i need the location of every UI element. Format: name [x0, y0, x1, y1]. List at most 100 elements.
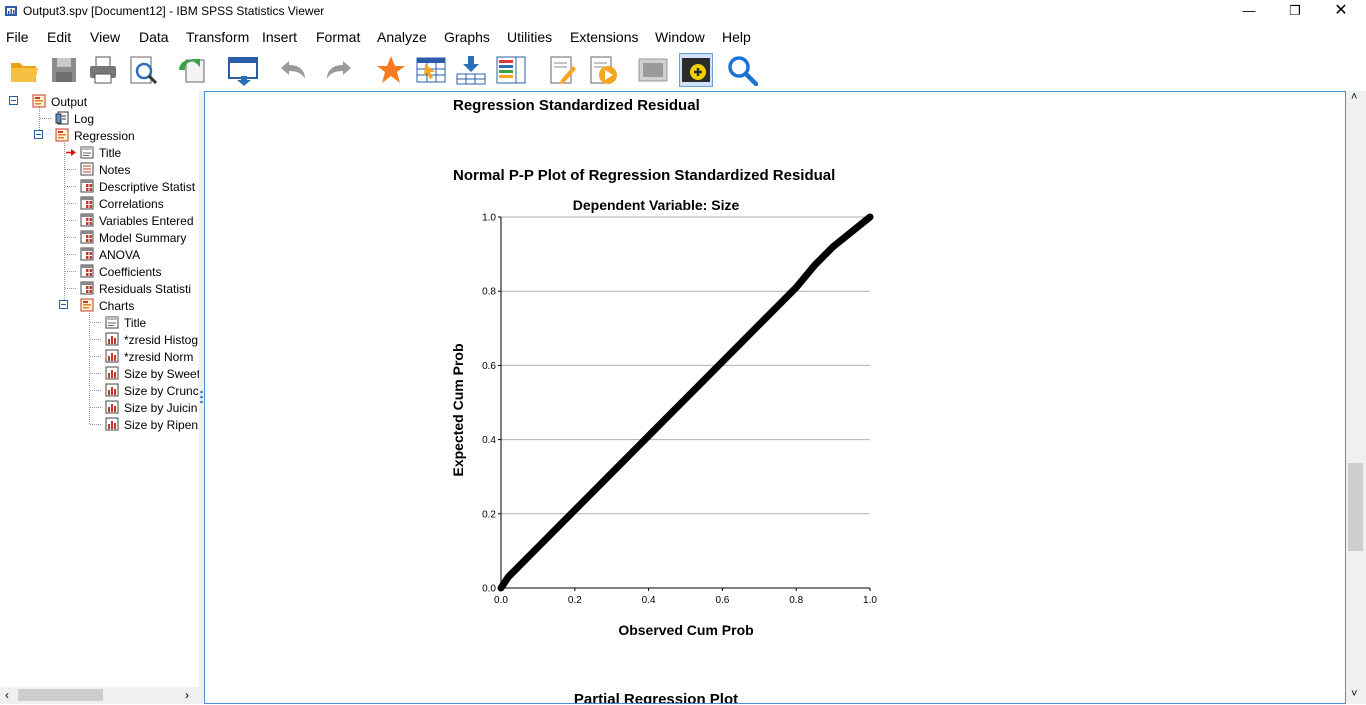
star-icon[interactable] [375, 54, 407, 86]
tree-node-label: *zresid Histog [124, 333, 199, 347]
scroll-up-arrow-icon[interactable]: ˄ [1351, 91, 1358, 103]
scroll-right-arrow-icon[interactable]: › [185, 688, 189, 702]
x-tick-label: 0.6 [715, 595, 729, 606]
y-tick-label: 0.4 [482, 435, 496, 446]
y-tick-labels: 0.0 0.2 0.4 0.6 0.8 1.0 [482, 213, 501, 595]
tree-node-label: Correlations [99, 197, 164, 211]
menu-help[interactable]: Help [722, 29, 751, 45]
book-icon [80, 298, 94, 312]
tree-node-label: Charts [99, 299, 135, 313]
output-content-pane: Regression Standardized Residual Normal … [204, 91, 1346, 704]
y-tick-label: 0.6 [482, 361, 496, 372]
create-edit-icon[interactable] [547, 54, 579, 86]
hide-icon[interactable] [637, 54, 669, 86]
table-icon [80, 264, 94, 278]
tree-node-label: ANOVA [99, 248, 141, 262]
redo-icon[interactable] [323, 54, 355, 86]
y-tick-label: 1.0 [482, 213, 496, 224]
menu-bar: File Edit View Data Transform Insert For… [0, 26, 1366, 48]
chart-axes [500, 217, 870, 589]
run-script-icon[interactable] [587, 54, 619, 86]
chart-title: Normal P-P Plot of Regression Standardiz… [453, 167, 835, 184]
tree-node-label: Title [124, 316, 147, 330]
tree-node-label: Residuals Statisti [99, 282, 192, 296]
menu-transform[interactable]: Transform [186, 29, 250, 45]
content-vertical-scrollbar[interactable]: ˄ ˅ [1346, 91, 1366, 704]
tree-node-label: Log [74, 112, 95, 126]
notes-icon [80, 162, 94, 176]
collapse-toggles [9, 96, 68, 309]
table-icon [80, 213, 94, 227]
tree-node-label: Size by Ripen [124, 418, 199, 432]
tree-node-label: Size by Sweet [124, 367, 199, 381]
chart-icon [105, 332, 119, 346]
restore-button[interactable]: ❐ [1289, 3, 1301, 18]
menu-analyze[interactable]: Analyze [377, 29, 427, 45]
menu-format[interactable]: Format [316, 29, 361, 45]
tree-node-label: Model Summary [99, 231, 187, 245]
pp-plot-chart: Regression Standardized Residual Normal … [450, 97, 877, 703]
x-tick-labels: 0.0 0.2 0.4 0.6 0.8 1.0 [494, 588, 877, 606]
select-table-icon[interactable] [415, 54, 447, 86]
insert-case-icon[interactable] [455, 54, 487, 86]
goto-data-icon[interactable] [227, 54, 259, 86]
print-icon[interactable] [87, 54, 119, 86]
x-tick-label: 0.4 [642, 595, 656, 606]
tree-node-label: Notes [99, 163, 131, 177]
toolbar [0, 50, 1366, 90]
spss-app-icon [5, 6, 17, 16]
table-icon [80, 179, 94, 193]
pane-splitter[interactable] [199, 91, 204, 704]
tree-node-label: Coefficients [99, 265, 162, 279]
y-tick-label: 0.0 [482, 584, 496, 595]
tree-node-label: Size by Juicin [124, 401, 198, 415]
menu-utilities[interactable]: Utilities [507, 29, 553, 45]
outline-pane: Output Log Regression Title Notes Descriptive… [0, 91, 199, 687]
variables-icon[interactable] [495, 54, 527, 86]
bottom-heading: Partial Regression Plot [574, 691, 738, 703]
title-icon [105, 316, 119, 329]
chart-gridlines [501, 216, 870, 515]
tree-node-label: Title [99, 146, 122, 160]
save-icon[interactable] [48, 54, 80, 86]
menu-graphs[interactable]: Graphs [444, 29, 490, 45]
top-heading: Regression Standardized Residual [453, 97, 700, 114]
minimize-button[interactable]: — [1242, 3, 1256, 18]
log-icon [55, 111, 69, 125]
menu-view[interactable]: View [90, 29, 121, 45]
print-preview-icon[interactable] [127, 54, 159, 86]
table-icon [80, 247, 94, 261]
menu-extensions[interactable]: Extensions [570, 29, 639, 45]
tree-node-label: Descriptive Statist [99, 180, 196, 194]
scroll-left-arrow-icon[interactable]: ‹ [5, 688, 9, 702]
chart-icon [105, 349, 119, 363]
chart-icon [105, 383, 119, 397]
menu-insert[interactable]: Insert [262, 29, 298, 45]
horizontal-scroll-thumb[interactable] [18, 689, 103, 701]
menu-file[interactable]: File [6, 29, 29, 45]
outline-horizontal-scrollbar[interactable]: ‹ › [0, 687, 199, 704]
menu-data[interactable]: Data [139, 29, 169, 45]
x-tick-label: 0.2 [568, 595, 582, 606]
y-tick-label: 0.2 [482, 509, 496, 520]
chart-icon [105, 366, 119, 380]
designate-window-icon[interactable] [679, 53, 713, 87]
splitter-grip-icon [200, 390, 203, 404]
scroll-down-arrow-icon[interactable]: ˅ [1351, 688, 1358, 700]
menu-edit[interactable]: Edit [47, 29, 72, 45]
export-icon[interactable] [177, 54, 209, 86]
pp-plot-series-line [497, 213, 874, 592]
vertical-scroll-thumb[interactable] [1348, 463, 1363, 551]
find-icon[interactable] [726, 54, 758, 86]
tree-connector-lines [9, 96, 102, 425]
tree-node-label: *zresid Norm [124, 350, 194, 364]
menu-window[interactable]: Window [655, 29, 705, 45]
title-icon [80, 146, 94, 159]
title-bar: Output3.spv [Document12] - IBM SPSS Stat… [0, 0, 1366, 23]
x-tick-label: 0.8 [789, 595, 803, 606]
open-icon[interactable] [8, 54, 40, 86]
x-tick-label: 1.0 [863, 595, 877, 606]
close-button[interactable]: ✕ [1334, 2, 1348, 19]
table-icon [80, 196, 94, 210]
undo-icon[interactable] [277, 54, 309, 86]
